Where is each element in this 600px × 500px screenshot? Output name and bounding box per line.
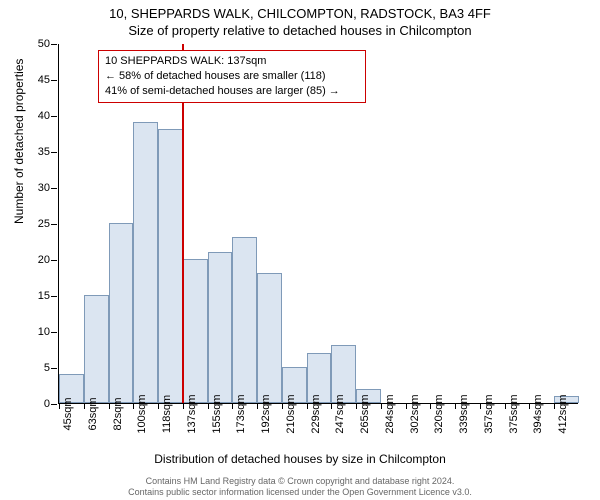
- y-tick-label: 45: [38, 74, 50, 86]
- y-tick-label: 40: [38, 110, 50, 122]
- y-tick-label: 15: [38, 290, 50, 302]
- y-tick: [51, 152, 57, 153]
- footer-line1: Contains HM Land Registry data © Crown c…: [0, 476, 600, 487]
- y-tick: [51, 404, 57, 405]
- y-tick-label: 20: [38, 254, 50, 266]
- histogram-bar: [183, 259, 208, 403]
- y-tick: [51, 296, 57, 297]
- x-tick: [480, 403, 481, 409]
- x-tick-label: 247sqm: [334, 394, 346, 433]
- footer-line2: Contains public sector information licen…: [0, 487, 600, 498]
- x-tick-label: 394sqm: [532, 394, 544, 433]
- annotation-line3: 41% of semi-detached houses are larger (…: [105, 84, 359, 99]
- y-axis-label: Number of detached properties: [12, 59, 26, 224]
- y-tick: [51, 332, 57, 333]
- x-tick-label: 210sqm: [285, 394, 297, 433]
- x-tick-label: 357sqm: [483, 394, 495, 433]
- x-tick: [430, 403, 431, 409]
- footer: Contains HM Land Registry data © Crown c…: [0, 476, 600, 499]
- x-tick: [282, 403, 283, 409]
- y-tick: [51, 260, 57, 261]
- x-tick-label: 339sqm: [458, 394, 470, 433]
- histogram-bar: [232, 237, 257, 403]
- x-tick-label: 118sqm: [161, 395, 173, 433]
- x-tick: [84, 403, 85, 409]
- histogram-bar: [84, 295, 109, 403]
- x-tick: [183, 403, 184, 409]
- chart-container: 10, SHEPPARDS WALK, CHILCOMPTON, RADSTOC…: [0, 0, 600, 500]
- chart-area: 0510152025303540455045sqm63sqm82sqm100sq…: [58, 44, 578, 404]
- y-tick: [51, 80, 57, 81]
- x-tick: [109, 403, 110, 409]
- x-tick: [307, 403, 308, 409]
- x-tick-label: 137sqm: [186, 394, 198, 433]
- x-tick-label: 302sqm: [409, 394, 421, 433]
- x-tick: [529, 403, 530, 409]
- x-tick-label: 155sqm: [211, 394, 223, 433]
- y-tick-label: 0: [44, 398, 50, 410]
- y-tick-label: 10: [38, 326, 50, 338]
- x-tick-label: 82sqm: [112, 397, 124, 430]
- annotation-line2: ← 58% of detached houses are smaller (11…: [105, 69, 359, 84]
- x-tick-label: 100sqm: [136, 394, 148, 433]
- histogram-bar: [158, 129, 183, 403]
- y-tick: [51, 44, 57, 45]
- annotation-box: 10 SHEPPARDS WALK: 137sqm ← 58% of detac…: [98, 50, 366, 103]
- x-tick: [356, 403, 357, 409]
- x-tick-label: 412sqm: [557, 394, 569, 433]
- x-tick-label: 45sqm: [62, 397, 74, 430]
- histogram-bar: [257, 273, 282, 403]
- x-axis-label: Distribution of detached houses by size …: [0, 452, 600, 466]
- x-tick-label: 284sqm: [384, 394, 396, 433]
- x-tick-label: 192sqm: [260, 394, 272, 433]
- y-tick: [51, 188, 57, 189]
- histogram-bar: [109, 223, 134, 403]
- x-tick-label: 229sqm: [310, 394, 322, 433]
- y-tick-label: 5: [44, 362, 50, 374]
- y-tick: [51, 224, 57, 225]
- y-tick-label: 50: [38, 38, 50, 50]
- y-tick-label: 25: [38, 218, 50, 230]
- x-tick: [208, 403, 209, 409]
- x-tick: [505, 403, 506, 409]
- x-tick-label: 63sqm: [87, 397, 99, 430]
- histogram-bar: [208, 252, 233, 403]
- title-subtitle: Size of property relative to detached ho…: [0, 21, 600, 38]
- x-tick: [232, 403, 233, 409]
- x-tick: [381, 403, 382, 409]
- x-tick: [331, 403, 332, 409]
- y-tick-label: 35: [38, 146, 50, 158]
- histogram-bar: [133, 122, 158, 403]
- x-tick: [133, 403, 134, 409]
- title-address: 10, SHEPPARDS WALK, CHILCOMPTON, RADSTOC…: [0, 0, 600, 21]
- x-tick: [59, 403, 60, 409]
- x-tick: [257, 403, 258, 409]
- x-tick: [455, 403, 456, 409]
- x-tick-label: 320sqm: [433, 394, 445, 433]
- y-tick: [51, 368, 57, 369]
- x-tick: [406, 403, 407, 409]
- x-tick-label: 173sqm: [235, 394, 247, 433]
- x-tick: [554, 403, 555, 409]
- y-tick-label: 30: [38, 182, 50, 194]
- x-tick-label: 265sqm: [359, 394, 371, 433]
- y-tick: [51, 116, 57, 117]
- x-tick: [158, 403, 159, 409]
- annotation-line1: 10 SHEPPARDS WALK: 137sqm: [105, 54, 359, 69]
- x-tick-label: 375sqm: [508, 394, 520, 433]
